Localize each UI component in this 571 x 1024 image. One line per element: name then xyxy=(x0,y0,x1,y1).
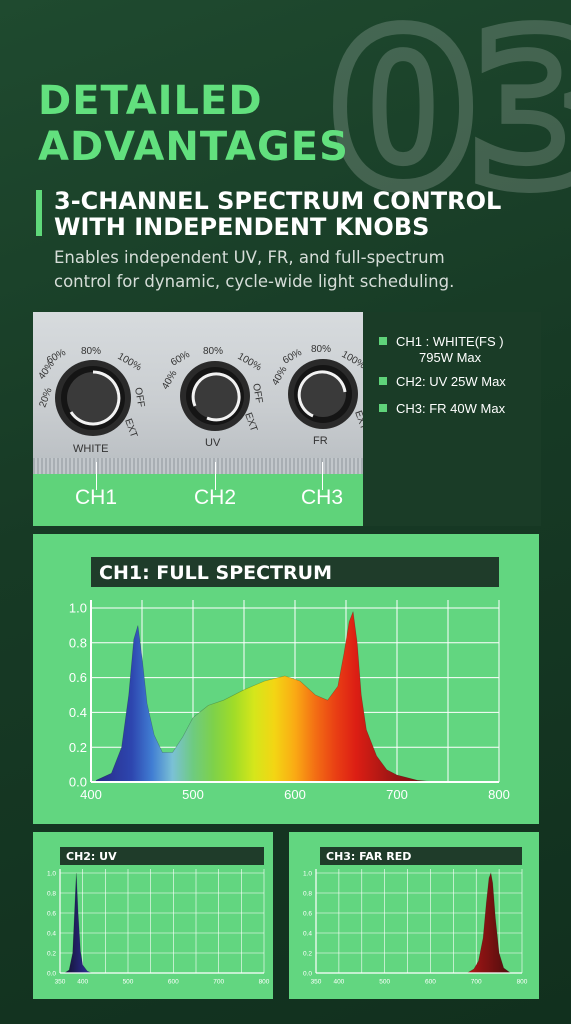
x-tick-label: 400 xyxy=(77,979,88,986)
knob-ch2-mark: EXT xyxy=(242,411,259,433)
y-tick-label: 0.0 xyxy=(69,775,87,790)
uv-panel: CH2: UV 0.0 0.2 0.4 0.6 0.8 1.0 350 400 500 600 70… xyxy=(33,832,273,999)
x-tick-label: 400 xyxy=(80,787,102,802)
section-description: Enables independent UV, FR, and full-spe… xyxy=(54,246,554,294)
ch1-label: CH1 xyxy=(74,486,117,509)
far-red-chart: 0.0 0.2 0.4 0.6 0.8 1.0 350 400 500 600 700 800 xyxy=(303,869,528,986)
ch3-label: CH3 xyxy=(300,486,343,509)
subtitle-line-2: WITH INDEPENDENT KNOBS xyxy=(54,213,430,241)
knob-panel: 20% 40% 60% 80% 100% OFF EXT WHITE 40% 6… xyxy=(33,312,363,526)
spec-item-ch1: CH1 : WHITE(FS ) 795W Max xyxy=(379,334,504,366)
spectrum-area xyxy=(95,611,438,783)
uv-title: CH2: UV xyxy=(60,847,264,865)
knob-ch1-mark: OFF xyxy=(132,387,146,409)
page-title: DETAILED ADVANTAGES xyxy=(38,78,349,170)
y-tick-label: 0.2 xyxy=(47,950,56,957)
subtitle-accent-bar xyxy=(36,190,42,236)
x-tick-label: 500 xyxy=(379,979,390,986)
knob-ch2: 40% 60% 80% 100% OFF EXT UV xyxy=(161,346,264,449)
knob-ch1-mark: EXT xyxy=(122,417,139,439)
x-tick-label: 800 xyxy=(259,979,270,986)
y-tick-label: 0.8 xyxy=(303,890,312,897)
knob-ch3-label: FR xyxy=(313,435,328,447)
section-number: 03 xyxy=(323,0,571,233)
knob-ch2-mark: 80% xyxy=(203,346,223,357)
y-tick-label: 0.8 xyxy=(47,890,56,897)
ch2-label: CH2 xyxy=(193,486,236,509)
far-red-title: CH3: FAR RED xyxy=(320,847,522,865)
knob-ch3-mark: 80% xyxy=(311,344,331,355)
subtitle-line-1: 3-CHANNEL SPECTRUM CONTROL xyxy=(54,187,502,215)
full-spectrum-title: CH1: FULL SPECTRUM xyxy=(91,557,499,587)
y-tick-label: 0.8 xyxy=(69,635,87,650)
x-tick-label: 800 xyxy=(488,787,510,802)
ch2-pointer-line xyxy=(215,462,216,490)
x-tick-label: 400 xyxy=(333,979,344,986)
far-red-panel: CH3: FAR RED 0.0 0.2 0.4 0.6 0.8 1.0 350 400 500… xyxy=(289,832,539,999)
knob-ch1-mark: 100% xyxy=(116,351,144,373)
ch1-pointer-line xyxy=(96,462,97,490)
y-tick-label: 0.6 xyxy=(47,910,56,917)
spec-item-ch3: CH3: FR 40W Max xyxy=(379,401,505,417)
knob-ch1-label: WHITE xyxy=(73,443,108,455)
description-line-1: Enables independent UV, FR, and full-spe… xyxy=(54,248,445,267)
bullet-square-icon xyxy=(379,404,387,412)
y-tick-label: 0.4 xyxy=(69,705,87,720)
x-tick-label: 700 xyxy=(386,787,408,802)
full-spectrum-chart: 0.0 0.2 0.4 0.6 0.8 1.0 400 500 600 700 800 xyxy=(69,600,510,802)
knob-ch2-label: UV xyxy=(205,437,221,449)
spec-ch2-line1: CH2: UV 25W Max xyxy=(396,374,506,389)
bullet-square-icon xyxy=(379,337,387,345)
knob-ch1-mark: 20% xyxy=(37,386,54,409)
y-tick-label: 1.0 xyxy=(69,601,87,616)
knob-ch3-mark: EXT xyxy=(352,409,363,431)
knob-ch2-mark: 100% xyxy=(236,351,264,373)
x-tick-label: 350 xyxy=(55,979,66,986)
ch3-pointer-line xyxy=(322,462,323,490)
knob-ch2-mark: 60% xyxy=(169,349,192,369)
y-tick-label: 0.4 xyxy=(47,930,56,937)
y-tick-label: 0.0 xyxy=(47,970,56,977)
knob-ch2-mark: 40% xyxy=(161,369,180,392)
knob-ch1-mark: 80% xyxy=(81,346,101,357)
spec-item-ch2: CH2: UV 25W Max xyxy=(379,374,506,390)
x-tick-label: 600 xyxy=(425,979,436,986)
y-tick-label: 0.0 xyxy=(303,970,312,977)
x-tick-label: 800 xyxy=(517,979,528,986)
knob-ch2-mark: OFF xyxy=(250,383,264,405)
section-subtitle: 3-CHANNEL SPECTRUM CONTROL WITH INDEPEND… xyxy=(54,188,534,240)
knob-ch3: 40% 60% 80% 100% EXT FR xyxy=(273,344,363,447)
x-tick-label: 700 xyxy=(213,979,224,986)
knob-ch3-mark: 40% xyxy=(273,365,290,388)
y-tick-label: 0.2 xyxy=(303,950,312,957)
x-tick-label: 600 xyxy=(284,787,306,802)
uv-chart: 0.0 0.2 0.4 0.6 0.8 1.0 350 400 500 600 700 800 xyxy=(47,869,270,986)
y-tick-label: 0.6 xyxy=(303,910,312,917)
y-tick-label: 1.0 xyxy=(303,870,312,877)
plot-area xyxy=(60,869,264,973)
x-tick-label: 500 xyxy=(123,979,134,986)
x-tick-label: 600 xyxy=(168,979,179,986)
bullet-square-icon xyxy=(379,377,387,385)
x-tick-label: 700 xyxy=(471,979,482,986)
knob-ch1: 20% 40% 60% 80% 100% OFF EXT WHITE xyxy=(36,346,146,455)
description-line-2: control for dynamic, cycle-wide light sc… xyxy=(54,272,455,291)
y-tick-label: 0.4 xyxy=(303,930,312,937)
knob-ch1-mark: 60% xyxy=(45,347,68,367)
spec-ch1-line2: 795W Max xyxy=(419,350,482,365)
knob-ch3-mark: 60% xyxy=(281,347,304,367)
spec-ch3-line1: CH3: FR 40W Max xyxy=(396,401,506,416)
x-tick-label: 500 xyxy=(182,787,204,802)
faceplate-edge xyxy=(33,458,363,476)
y-tick-label: 1.0 xyxy=(47,870,56,877)
y-tick-label: 0.2 xyxy=(69,740,87,755)
spec-ch1-line1: CH1 : WHITE(FS ) xyxy=(396,334,504,349)
spec-list: CH1 : WHITE(FS ) 795W Max CH2: UV 25W Ma… xyxy=(363,312,541,526)
spectrum-area xyxy=(466,871,512,974)
channel-strip xyxy=(33,474,363,526)
x-tick-label: 350 xyxy=(311,979,322,986)
y-tick-label: 0.6 xyxy=(69,670,87,685)
full-spectrum-panel: CH1: FULL SPECTRUM 0.0 0.2 0.4 0.6 0.8 1.0 400… xyxy=(33,534,539,824)
